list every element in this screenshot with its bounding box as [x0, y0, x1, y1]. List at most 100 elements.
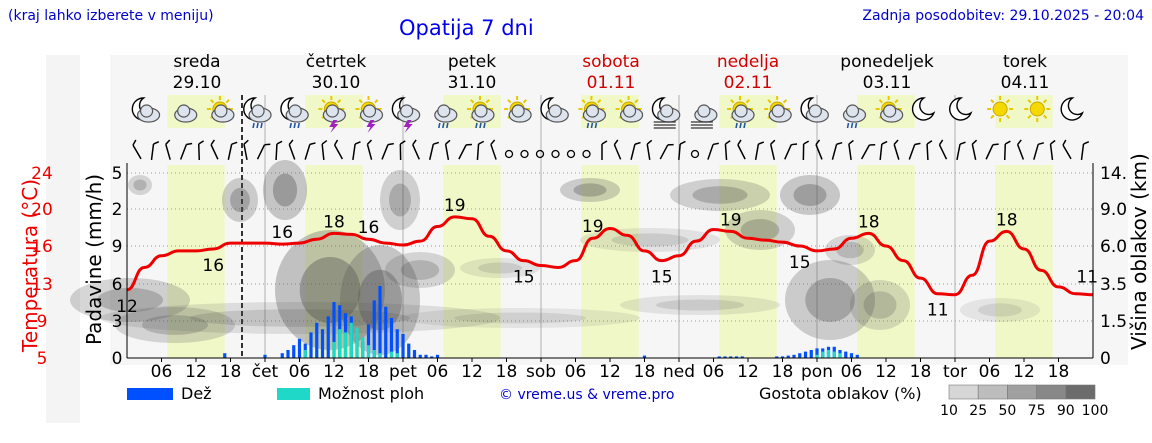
shower-bar [821, 351, 825, 358]
temperature-value-label: 18 [996, 210, 1018, 230]
cloud-layer [400, 308, 640, 328]
wind-barb-icon [304, 142, 316, 160]
wind-barb-icon [165, 139, 171, 160]
rain-bar [297, 338, 302, 358]
cloud-icon [582, 104, 607, 123]
rain-bar [435, 354, 440, 358]
wind-barb-icon [256, 143, 271, 160]
wind-barb-icon [444, 139, 451, 161]
rain-bar [418, 354, 422, 358]
x-tick: 18 [358, 362, 380, 382]
precip-tick: 3 [112, 312, 123, 332]
temperature-value-label: 11 [927, 301, 949, 321]
cloud-layer-core [142, 315, 208, 335]
wind-barb-icon [428, 141, 440, 160]
shower-bar [349, 322, 353, 358]
rain-drops-icon [735, 122, 746, 129]
wind-barb-icon [956, 141, 966, 160]
density-legend-tick: 90 [1057, 403, 1075, 419]
cloud-layer [725, 210, 795, 250]
cloud-layer-core [272, 173, 298, 207]
rain-bar [729, 356, 733, 358]
cloud-height-axis-label: Višina oblakov (km) [1127, 153, 1151, 350]
moon-icon [911, 97, 936, 121]
cloud-layer [825, 235, 875, 265]
sun-icon [1024, 96, 1051, 122]
x-tick: 12 [737, 362, 759, 382]
temperature-value-label: 15 [789, 253, 811, 273]
shower-bar [343, 332, 348, 358]
cloud-height-tick: 1.5 [1100, 312, 1127, 332]
cloud-layer [275, 230, 385, 350]
showers-legend-swatch [277, 388, 310, 400]
wind-barb-icon [458, 143, 473, 160]
day-name: nedelja [716, 52, 780, 72]
cloud-layer [222, 178, 258, 222]
density-legend-swatch [977, 384, 1008, 400]
cloud-icon [434, 104, 458, 123]
day-name: petek [447, 52, 497, 72]
wind-barb-icon [985, 143, 999, 160]
x-tick: 06 [703, 362, 725, 382]
cloud-icon [285, 104, 309, 123]
cloud-layer [380, 170, 420, 230]
rain-bar [798, 353, 802, 358]
temperature-value-label: 16 [271, 223, 293, 243]
shower-bar [832, 351, 836, 358]
cloud-layer [785, 260, 875, 340]
lightning-icon [366, 120, 376, 133]
wind-barb-icon [366, 139, 373, 160]
wind-barb-icon [1080, 141, 1090, 161]
rain-bar [717, 356, 721, 358]
cloud-layer [70, 278, 190, 322]
wind-calm-icon [582, 149, 591, 159]
day-name: ponedeljek [840, 52, 934, 72]
wind-barb-icon [848, 139, 854, 161]
rain-drops-icon [289, 122, 300, 129]
wind-barb-icon [352, 141, 361, 161]
wind-barb-icon [333, 139, 344, 160]
wind-calm-icon [690, 149, 700, 159]
wind-barb-icon [769, 139, 776, 160]
lightning-icon [403, 120, 413, 133]
cloud-layer [670, 179, 770, 211]
rain-bar [326, 316, 330, 358]
daylight-band [995, 165, 1053, 358]
wind-barb-icon [412, 139, 420, 160]
temperature-value-label: 19 [444, 196, 466, 216]
cloud-layer-core [389, 183, 411, 217]
x-tick: 06 [979, 362, 1001, 382]
wind-barb-icon [1033, 142, 1045, 160]
cloud-icon [471, 104, 495, 123]
shower-bar [361, 337, 365, 358]
cloud-icon [248, 104, 272, 123]
precip-tick: 2 [112, 200, 123, 220]
x-tick: 06 [427, 362, 449, 382]
temp-tick: 5 [37, 349, 48, 369]
temp-axis-label: Temperatura (°C) [18, 178, 42, 352]
shower-bar [372, 350, 376, 358]
cloud-layer-core [478, 262, 522, 274]
cloud-icon [397, 104, 421, 123]
wind-barb-icon [321, 139, 328, 161]
wind-barb-icon [831, 141, 843, 160]
wind-barb-icon [784, 143, 798, 160]
cloud-layer-core [454, 312, 586, 324]
day-date: 02.11 [723, 73, 773, 93]
wind-barb-icon [1003, 140, 1011, 161]
cloud-layer [100, 302, 500, 334]
cloud-density-label: Gostota oblakov (%) [759, 384, 922, 403]
shower-bar [815, 354, 819, 358]
rain-legend-label: Dež [181, 384, 212, 403]
cloud-layer-core [656, 299, 744, 311]
wind-barb-icon [1049, 139, 1056, 161]
rain-bar [642, 355, 647, 358]
rain-drops-icon [475, 122, 486, 129]
cloud-layer-core [692, 186, 748, 204]
cloud-layer-core [805, 278, 855, 322]
wind-barb-icon [815, 139, 823, 160]
wind-barb-icon [971, 139, 978, 160]
temperature-value-label: 11 [1076, 268, 1098, 288]
daylight-band [443, 165, 501, 358]
wind-barb-icon [476, 140, 485, 161]
